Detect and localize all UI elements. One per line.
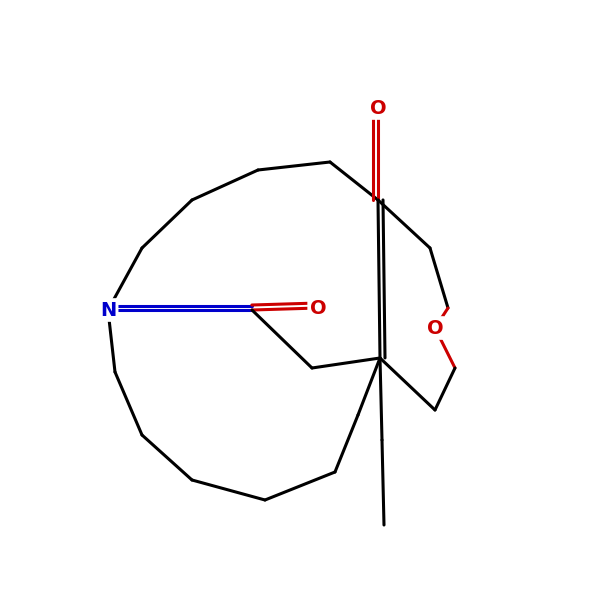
Text: N: N <box>100 301 116 319</box>
Text: O: O <box>370 98 386 118</box>
Text: O: O <box>310 298 326 317</box>
Text: O: O <box>427 319 443 337</box>
